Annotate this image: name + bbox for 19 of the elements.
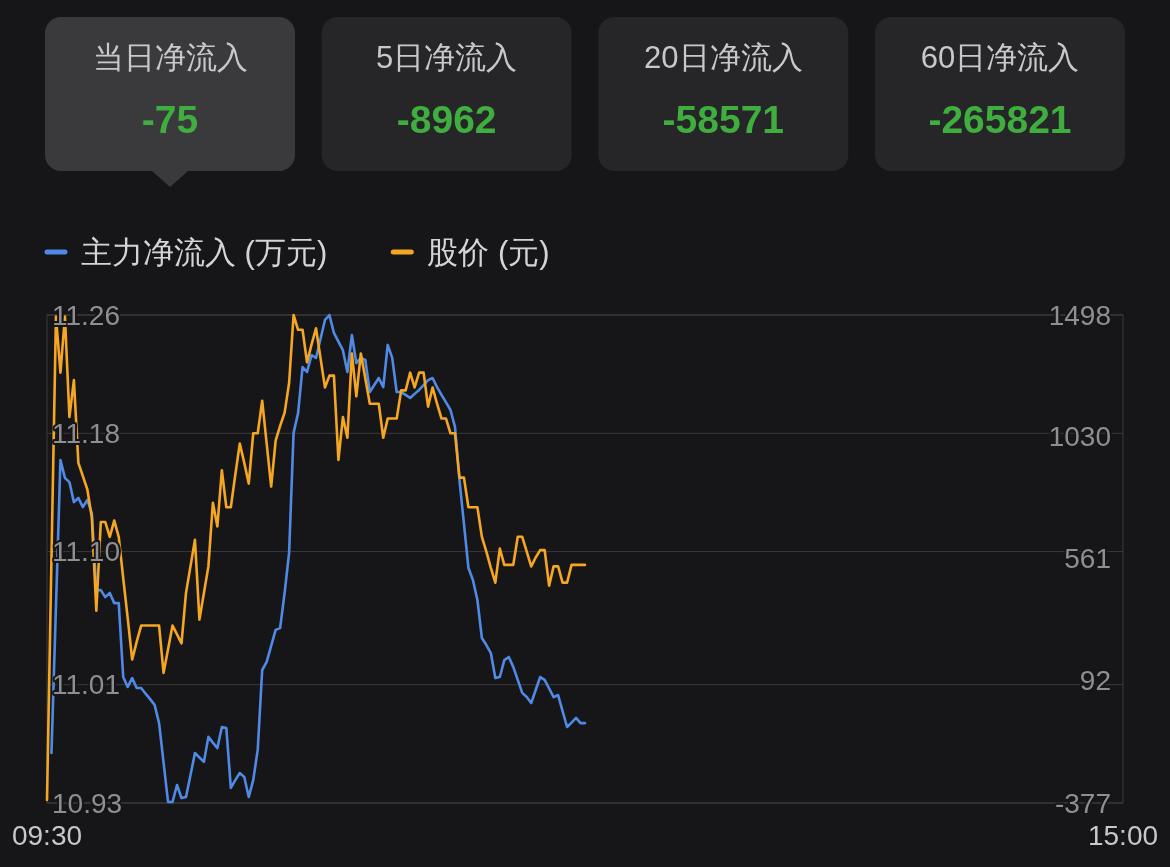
legend-label: 股价 (元) (427, 235, 550, 270)
data-label: -8962 (396, 98, 497, 141)
data-label: -75 (141, 98, 199, 141)
y2-tick-label: 561 (1064, 543, 1111, 575)
y2-tick-label: -377 (1054, 787, 1111, 819)
y-tick-label: 11.26 (52, 299, 120, 331)
x-tick-label: 09:30 (11, 820, 83, 851)
legend-label: 主力净流入 (万元) (81, 235, 328, 270)
y2-tick-label: 92 (1079, 665, 1111, 697)
y-tick-label: 10.93 (52, 787, 123, 819)
x-tick-label: 15:00 (1087, 820, 1159, 851)
category-label: 60日净流入 (920, 40, 1080, 75)
data-label: -58571 (662, 98, 785, 141)
data-label: -265821 (928, 98, 1072, 141)
category-label: 20日净流入 (644, 40, 803, 75)
y2-tick-label: 1498 (1048, 299, 1111, 331)
category-label: 当日净流入 (92, 40, 248, 75)
y2-tick-label: 1030 (1048, 421, 1111, 453)
category-label: 5日净流入 (376, 40, 518, 75)
